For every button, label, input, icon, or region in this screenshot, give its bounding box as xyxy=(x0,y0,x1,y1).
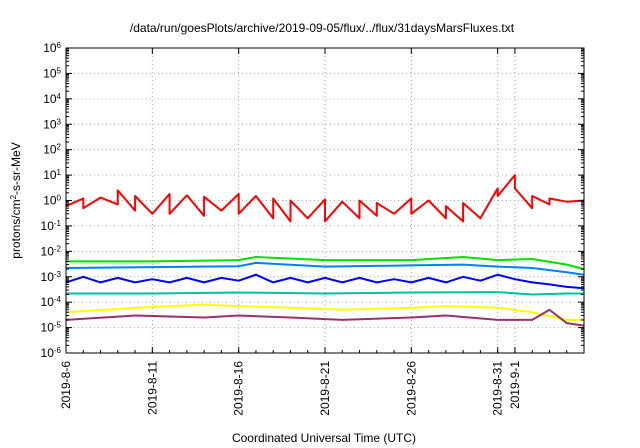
y-tick-exponent: 0 xyxy=(57,193,62,202)
y-axis-label-sup: 2 xyxy=(9,194,18,199)
y-tick-base: 10 xyxy=(41,244,55,258)
y-tick-labels: 10-610-510-410-310-210-11001011021031041… xyxy=(41,41,62,361)
y-tick-label: 101 xyxy=(43,168,61,183)
y-tick-base: 10 xyxy=(43,194,57,208)
series-line-6 xyxy=(65,303,584,321)
y-tick-base: 10 xyxy=(43,168,57,182)
x-tick-label: 2019-8-26 xyxy=(404,361,418,416)
series-layer xyxy=(65,174,585,327)
y-tick-exponent: 4 xyxy=(57,91,62,100)
x-tick-label: 2019-8-6 xyxy=(59,361,73,409)
y-tick-base: 10 xyxy=(43,92,57,106)
y-tick-exponent: -3 xyxy=(54,269,62,278)
series-line-5 xyxy=(66,291,584,296)
x-tick-label: 2019-8-21 xyxy=(318,361,332,416)
y-tick-base: 10 xyxy=(41,295,55,309)
y-tick-base: 10 xyxy=(43,143,57,157)
y-tick-base: 10 xyxy=(41,219,55,233)
y-tick-exponent: -4 xyxy=(54,295,62,304)
y-axis-label-base: protons/cm xyxy=(9,199,23,258)
y-tick-base: 10 xyxy=(41,270,55,284)
y-tick-label: 10-3 xyxy=(41,269,62,284)
chart-title: /data/run/goesPlots/archive/2019-09-05/f… xyxy=(130,21,515,35)
series-line-3 xyxy=(65,261,585,276)
y-tick-base: 10 xyxy=(41,346,55,360)
y-tick-base: 10 xyxy=(41,321,55,335)
y-tick-exponent: 3 xyxy=(57,117,62,126)
y-tick-base: 10 xyxy=(43,66,57,80)
x-tick-labels: 2019-8-6 2019-8-11 2019-8-16 2019-8-21 2019-… xyxy=(59,361,522,416)
y-tick-exponent: -1 xyxy=(54,218,62,227)
y-tick-exponent: -5 xyxy=(54,320,62,329)
y-axis-label-rest: -s-sr-MeV xyxy=(9,142,23,195)
y-tick-exponent: 1 xyxy=(57,168,62,177)
y-tick-label: 106 xyxy=(43,41,61,56)
y-tick-label: 102 xyxy=(43,142,61,157)
x-tick-label: 2019-8-31 xyxy=(491,361,505,416)
y-tick-label: 10-4 xyxy=(41,295,62,310)
x-tick-label: 2019-8-11 xyxy=(145,361,159,415)
y-tick-label: 105 xyxy=(43,66,61,81)
x-axis-label: Coordinated Universal Time (UTC) xyxy=(232,431,416,445)
y-tick-label: 100 xyxy=(43,193,61,208)
series-line-4 xyxy=(65,273,585,290)
x-tick-label: 2019-8-16 xyxy=(232,361,246,416)
y-tick-exponent: 5 xyxy=(57,66,62,75)
y-tick-exponent: 6 xyxy=(57,41,62,50)
y-tick-label: 10-6 xyxy=(41,346,62,361)
y-tick-exponent: -2 xyxy=(54,244,62,253)
series-line-1 xyxy=(65,174,585,223)
y-tick-base: 10 xyxy=(43,117,57,131)
y-axis-label: protons/cm2-s-sr-MeV xyxy=(9,142,24,258)
y-tick-label: 10-5 xyxy=(41,320,62,335)
y-tick-label: 10-2 xyxy=(41,244,62,258)
y-tick-label: 10-1 xyxy=(41,218,62,233)
y-tick-base: 10 xyxy=(43,41,57,55)
series-line-7 xyxy=(65,308,585,327)
series-line-2 xyxy=(66,256,585,271)
y-tick-label: 103 xyxy=(43,117,61,132)
y-tick-exponent: 2 xyxy=(57,142,62,151)
x-tick-label: 2019-9-1 xyxy=(508,361,522,409)
tick-marks xyxy=(65,47,585,354)
y-tick-exponent: -6 xyxy=(54,346,62,355)
y-tick-label: 104 xyxy=(43,91,61,106)
